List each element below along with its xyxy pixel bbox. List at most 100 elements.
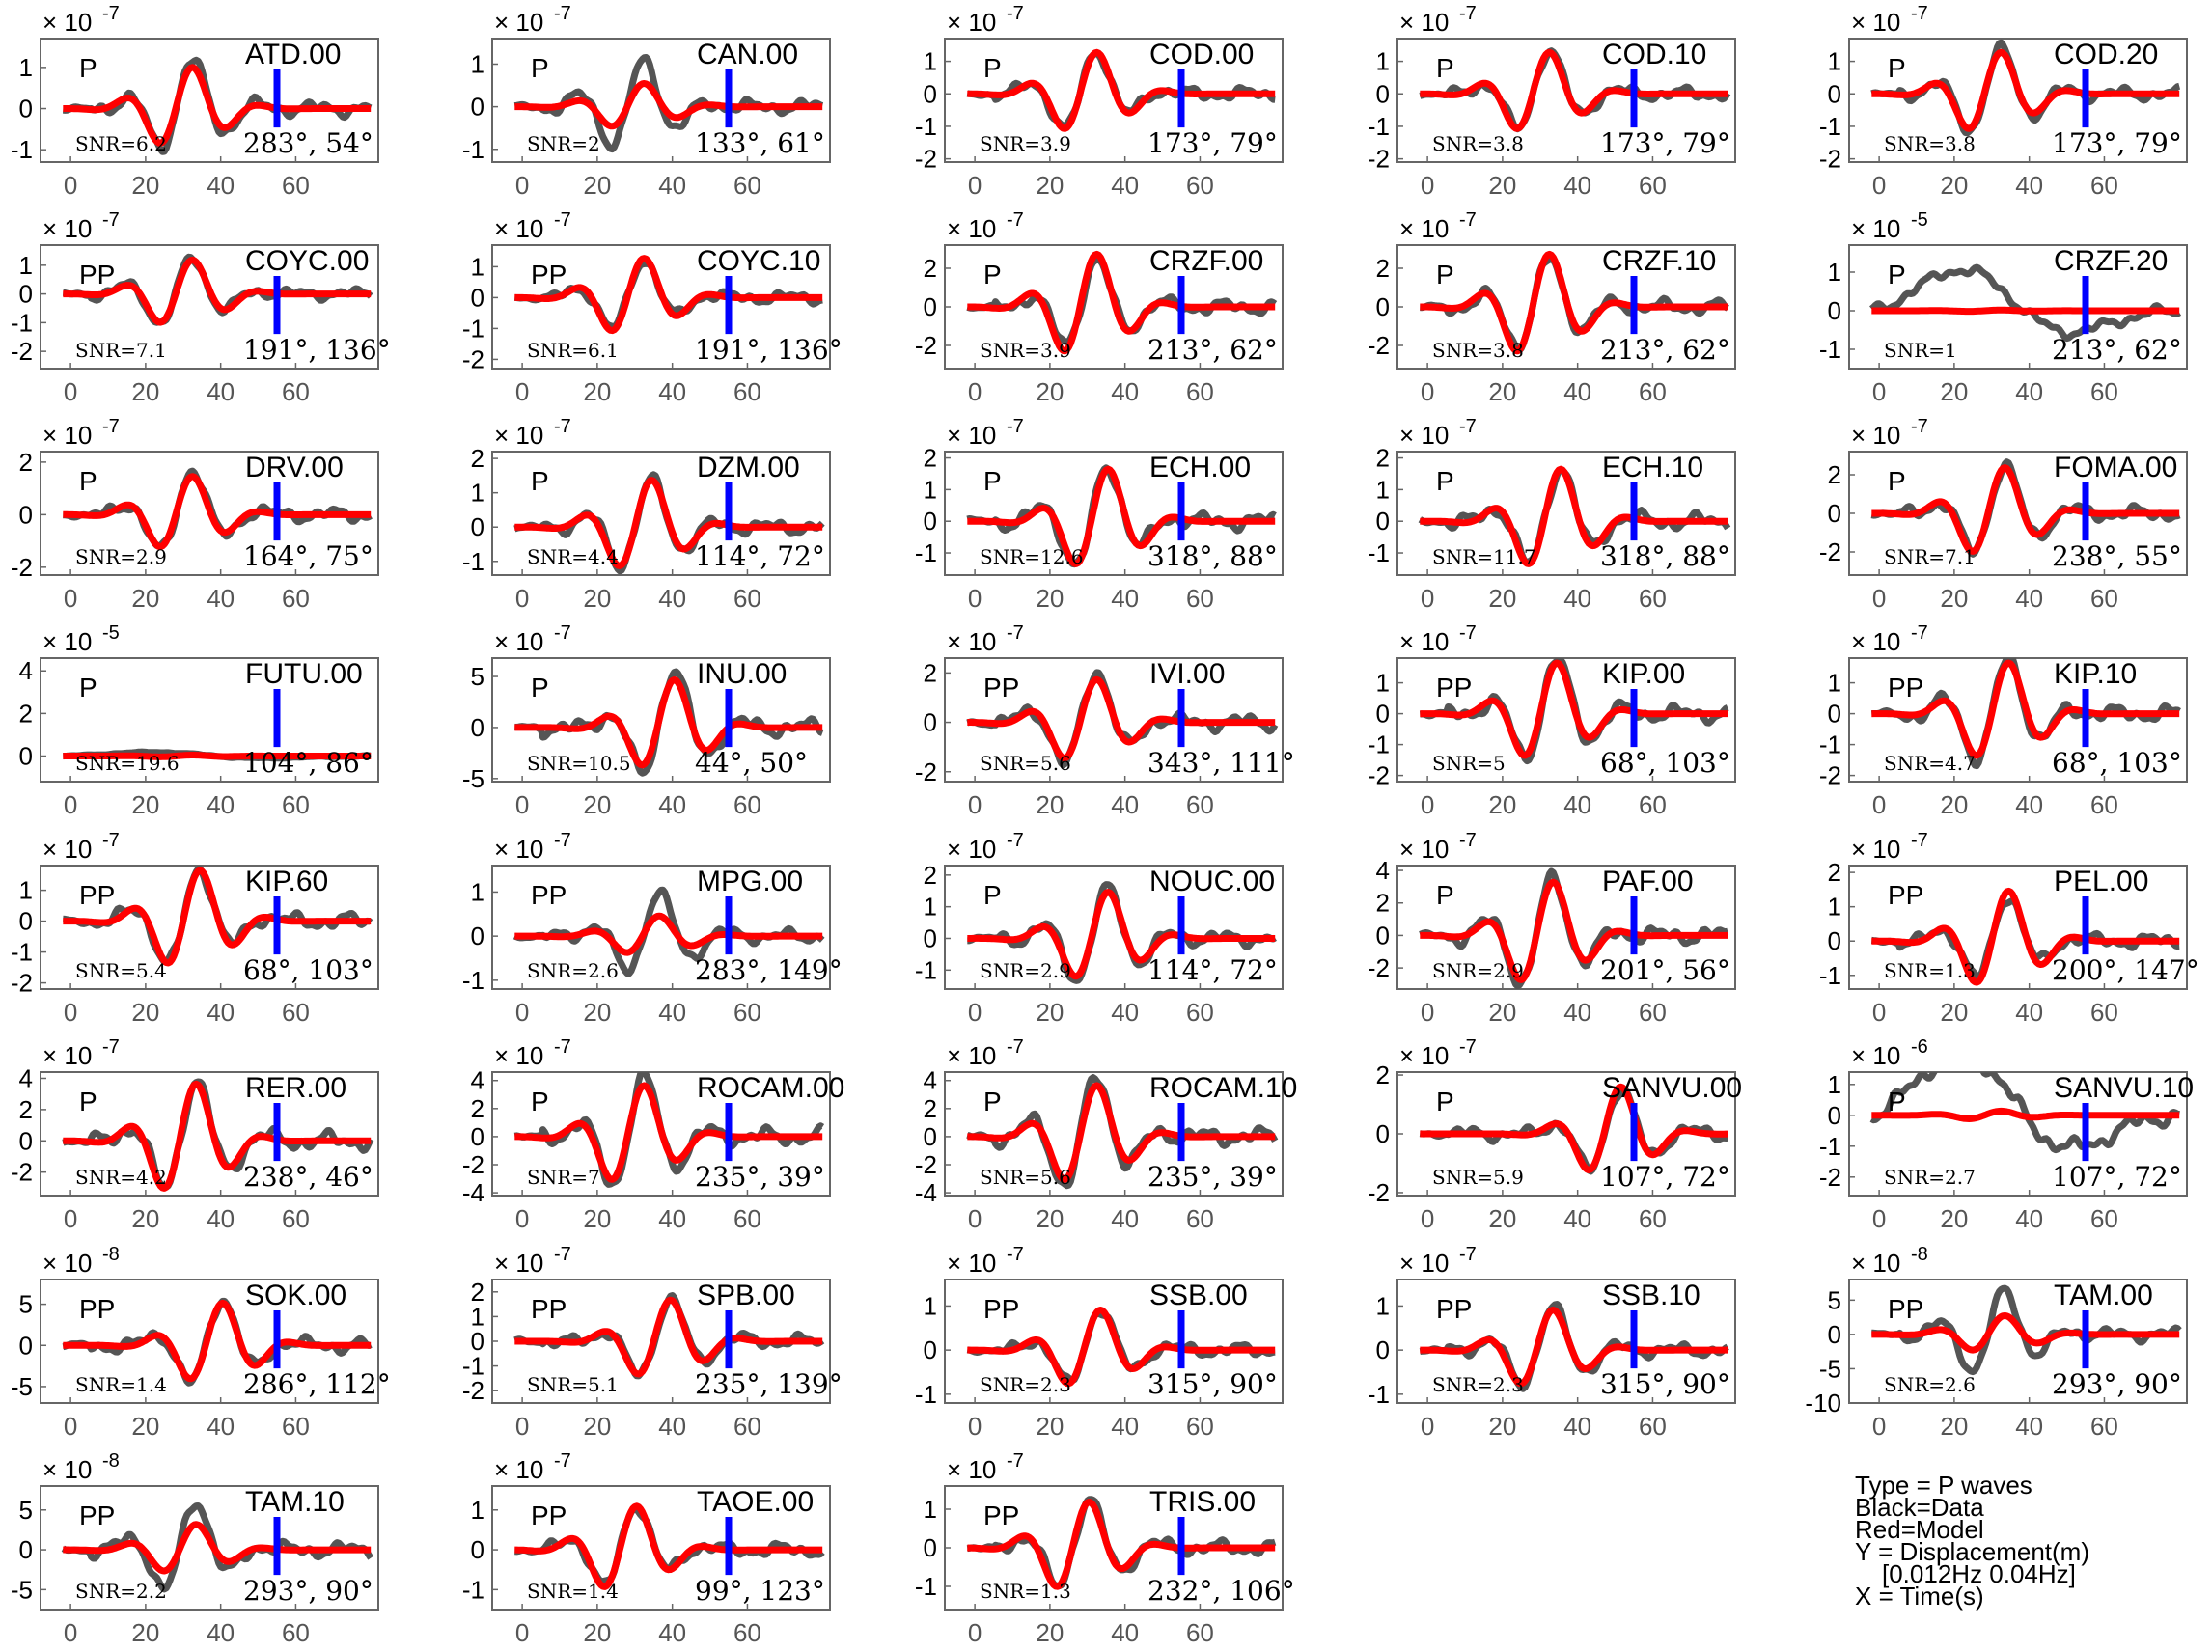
snr-label: SNR=2.7 — [1884, 1166, 1976, 1189]
x-tick-label: 60 — [733, 998, 761, 1027]
snr-label: SNR=2.6 — [527, 959, 619, 982]
axes-box — [40, 657, 379, 783]
x-tick-label: 40 — [207, 998, 235, 1027]
angle-label: 201°, 56° — [1600, 954, 1730, 986]
model-trace — [1418, 659, 1729, 759]
y-tick-label: -1 — [915, 955, 937, 984]
x-tick-label: 20 — [1488, 998, 1516, 1027]
x-tick-label: 40 — [658, 1412, 686, 1441]
x-tick-label: 60 — [733, 1618, 761, 1647]
y-scale-label: × 10 — [42, 8, 92, 37]
phase-label: P — [531, 1087, 549, 1116]
angle-label: 235°, 39° — [695, 1161, 825, 1193]
axes-box — [40, 244, 379, 370]
y-scale-exponent: -7 — [554, 830, 571, 851]
y-tick-label: -2 — [11, 553, 33, 582]
station-label: COD.10 — [1602, 39, 1706, 70]
y-tick-label: -2 — [1819, 145, 1841, 174]
y-scale-label: × 10 — [1851, 421, 1900, 450]
station-label: KIP.10 — [2054, 658, 2137, 690]
model-trace — [965, 48, 1277, 132]
y-tick-label: -2 — [1368, 761, 1390, 790]
phase-label: P — [531, 673, 549, 702]
x-tick-label: 0 — [515, 584, 529, 613]
x-tick-label: 0 — [968, 377, 982, 406]
phase-label: P — [983, 1087, 1002, 1116]
y-scale-label: × 10 — [42, 214, 92, 243]
y-scale-exponent: -7 — [1007, 1036, 1024, 1058]
x-tick-label: 0 — [1872, 1412, 1886, 1441]
y-scale-label: × 10 — [1399, 1041, 1449, 1070]
phase-label: PP — [1888, 1294, 1923, 1324]
x-tick-label: 0 — [64, 171, 77, 200]
x-tick-label: 20 — [1036, 1412, 1064, 1441]
y-scale-label: × 10 — [1399, 627, 1449, 656]
x-tick-label: 60 — [733, 171, 761, 200]
y-scale-label: × 10 — [42, 627, 92, 656]
station-label: FUTU.00 — [245, 658, 363, 690]
x-tick-label: 20 — [1036, 584, 1064, 613]
axes-box — [1848, 657, 2188, 783]
panel-cod-20: × 10 -7 1 0 -1 -2 0 20 40 60 P COD.20 SNR=3.8 173°, 7… — [1819, 3, 2188, 200]
y-tick-label: 2 — [19, 448, 33, 477]
x-tick-label: 0 — [64, 377, 77, 406]
y-tick-label: 1 — [924, 475, 937, 504]
y-tick-label: -1 — [1819, 961, 1841, 990]
x-tick-label: 40 — [1111, 998, 1139, 1027]
y-tick-label: 1 — [1376, 475, 1390, 504]
axes-box — [491, 1071, 831, 1197]
phase-label: PP — [79, 1294, 115, 1324]
phase-label: P — [983, 260, 1002, 289]
y-tick-label: 1 — [1828, 893, 1841, 922]
y-scale-label: × 10 — [494, 1249, 543, 1278]
axes-box — [1396, 657, 1736, 783]
y-scale-exponent: -7 — [554, 1244, 571, 1265]
phase-label: PP — [1888, 880, 1923, 910]
model-trace — [1418, 465, 1729, 567]
x-tick-label: 60 — [282, 1412, 310, 1441]
y-scale-label: × 10 — [1399, 835, 1449, 864]
axes-box — [1396, 865, 1736, 990]
model-trace — [965, 1499, 1277, 1590]
model-trace — [1869, 1107, 2181, 1122]
y-scale-label: × 10 — [42, 1041, 92, 1070]
axes-box — [491, 38, 831, 163]
x-tick-label: 20 — [1488, 584, 1516, 613]
y-scale-exponent: -7 — [554, 1036, 571, 1058]
phase-label: P — [983, 466, 1002, 496]
model-trace — [965, 250, 1277, 355]
y-scale-exponent: -7 — [1007, 1244, 1024, 1265]
x-tick-label: 40 — [2015, 1204, 2043, 1233]
phase-label: PP — [983, 1501, 1019, 1530]
y-tick-label: 0 — [924, 708, 937, 737]
model-trace — [512, 912, 824, 956]
x-tick-label: 60 — [2090, 171, 2118, 200]
axes-box — [1848, 1279, 2188, 1404]
phase-label: PP — [983, 1294, 1019, 1324]
station-label: SANVU.10 — [2054, 1072, 2194, 1104]
y-tick-label: 0 — [1376, 79, 1390, 108]
model-trace — [1869, 887, 2181, 986]
y-scale-exponent: -7 — [1459, 209, 1477, 231]
snr-label: SNR=5.9 — [1432, 1166, 1524, 1189]
x-tick-label: 40 — [1563, 377, 1591, 406]
x-tick-label: 0 — [515, 1204, 529, 1233]
x-tick-label: 40 — [2015, 584, 2043, 613]
station-label: MPG.00 — [697, 866, 803, 897]
angle-label: 213°, 62° — [2052, 334, 2182, 366]
x-tick-label: 0 — [1421, 790, 1434, 819]
x-tick-label: 20 — [583, 1618, 611, 1647]
x-tick-label: 60 — [733, 1412, 761, 1441]
snr-label: SNR=2.2 — [75, 1580, 167, 1603]
x-tick-label: 60 — [2090, 377, 2118, 406]
model-trace — [1418, 48, 1729, 132]
axes-box — [1848, 865, 2188, 990]
legend-type: Type = P waves — [1855, 1471, 2032, 1500]
x-tick-label: 20 — [1940, 171, 1968, 200]
phase-label: PP — [531, 1294, 567, 1324]
y-tick-label: 0 — [1828, 296, 1841, 325]
station-label: SOK.00 — [245, 1280, 346, 1311]
y-scale-exponent: -7 — [554, 622, 571, 644]
